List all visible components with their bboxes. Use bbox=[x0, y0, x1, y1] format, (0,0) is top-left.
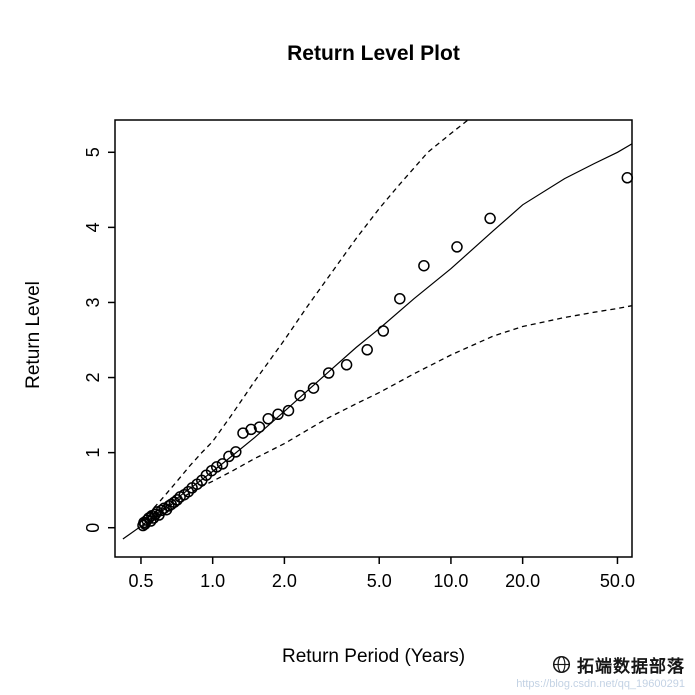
x-tick-label: 20.0 bbox=[505, 571, 540, 591]
data-point bbox=[245, 423, 257, 436]
y-tick-label: 2 bbox=[83, 372, 103, 382]
x-tick-label: 1.0 bbox=[200, 571, 225, 591]
data-point bbox=[621, 172, 634, 184]
y-tick-label: 4 bbox=[83, 222, 103, 232]
y-tick-label: 1 bbox=[83, 448, 103, 458]
watermark-url: https://blog.csdn.net/qq_19600291 bbox=[516, 678, 685, 690]
data-point bbox=[294, 389, 306, 402]
watermark-brand-text: 拓端数据部落 bbox=[577, 657, 685, 676]
data-point bbox=[272, 408, 284, 421]
data-point bbox=[484, 212, 496, 225]
plot-title: Return Level Plot bbox=[287, 42, 460, 65]
y-tick-label: 3 bbox=[83, 297, 103, 307]
ci-lower-curve bbox=[140, 304, 632, 529]
data-point bbox=[253, 421, 266, 433]
data-point bbox=[210, 461, 223, 473]
x-axis-label: Return Period (Years) bbox=[281, 646, 466, 667]
y-tick-label: 5 bbox=[83, 147, 103, 157]
x-tick-label: 0.5 bbox=[128, 571, 153, 591]
watermark: 拓端数据部落 https://blog.csdn.net/qq_19600291 bbox=[516, 652, 685, 690]
data-point bbox=[377, 325, 390, 337]
data-point bbox=[216, 458, 229, 470]
data-point bbox=[322, 367, 335, 379]
y-tick-label: 0 bbox=[83, 523, 103, 533]
globe-icon bbox=[552, 655, 571, 674]
data-point bbox=[394, 292, 406, 305]
watermark-brand-row: 拓端数据部落 bbox=[516, 652, 685, 677]
data-point bbox=[282, 404, 295, 417]
x-tick-label: 50.0 bbox=[600, 571, 635, 591]
data-point bbox=[182, 485, 195, 498]
x-tick-label: 2.0 bbox=[272, 571, 297, 591]
data-point bbox=[230, 446, 242, 458]
data-point bbox=[418, 259, 430, 272]
x-tick-label: 10.0 bbox=[433, 571, 468, 591]
data-point bbox=[451, 241, 463, 253]
plot-border bbox=[114, 119, 633, 558]
x-tick-label: 5.0 bbox=[367, 571, 392, 591]
ci-upper-curve bbox=[140, 120, 469, 521]
data-point bbox=[262, 413, 274, 425]
data-point bbox=[307, 382, 320, 394]
data-point bbox=[361, 344, 373, 356]
y-axis-label: Return Level bbox=[23, 281, 44, 389]
data-point bbox=[340, 359, 353, 371]
